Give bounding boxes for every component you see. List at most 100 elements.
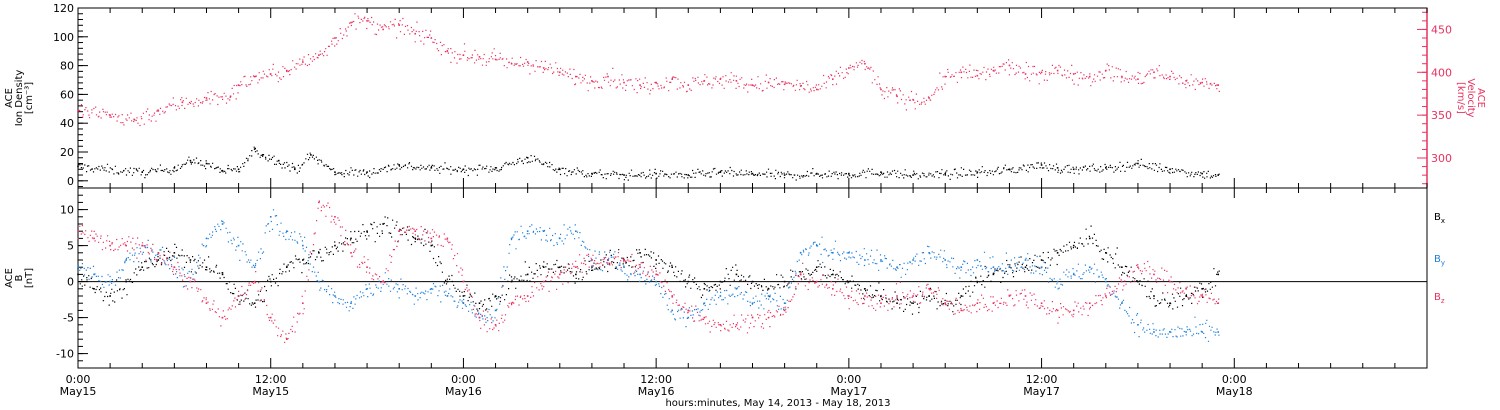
data-point xyxy=(205,266,208,268)
data-point xyxy=(382,280,384,283)
data-point xyxy=(542,67,545,69)
data-point xyxy=(783,174,786,176)
y2-axis-title-line: Velocity xyxy=(1465,78,1476,117)
data-point xyxy=(558,71,561,74)
series-bz xyxy=(77,200,1220,343)
data-point xyxy=(462,168,465,171)
data-point xyxy=(655,81,657,84)
data-point xyxy=(1217,84,1220,86)
data-point xyxy=(751,302,754,304)
data-point xyxy=(205,302,208,304)
data-point xyxy=(510,237,513,240)
data-point xyxy=(896,295,898,297)
data-point xyxy=(1217,331,1220,333)
data-point xyxy=(302,259,304,261)
data-point xyxy=(93,237,95,240)
data-point xyxy=(639,252,641,254)
data-point xyxy=(398,24,400,26)
data-point xyxy=(960,295,963,297)
y-axis-title: ACEB[nT] xyxy=(4,268,35,288)
data-point xyxy=(639,266,641,268)
data-point xyxy=(494,324,497,326)
data-cloud xyxy=(78,146,1220,181)
data-point xyxy=(767,316,770,319)
data-point xyxy=(141,244,144,247)
y-tick-label: 100 xyxy=(53,31,74,44)
y-axis-title-line: [nT] xyxy=(24,268,35,288)
y-tick-label: 60 xyxy=(60,88,74,101)
data-point xyxy=(125,259,127,261)
data-point xyxy=(815,244,818,247)
data-point xyxy=(1008,64,1011,67)
y-tick-label: 80 xyxy=(60,60,74,73)
data-point xyxy=(269,216,272,218)
data-point xyxy=(639,273,641,276)
data-point xyxy=(864,295,866,297)
data-point xyxy=(430,288,433,290)
data-point xyxy=(1137,280,1139,283)
data-point xyxy=(1185,331,1187,333)
data-point xyxy=(494,309,497,312)
data-point xyxy=(960,266,963,268)
data-point xyxy=(398,288,400,290)
legend-entry-base: B xyxy=(1434,212,1441,223)
data-point xyxy=(880,88,882,91)
data-point xyxy=(831,252,834,254)
data-point xyxy=(446,50,449,52)
data-point xyxy=(77,230,79,232)
data-point xyxy=(1072,168,1075,171)
data-point xyxy=(944,172,947,175)
data-point xyxy=(655,280,657,283)
data-point xyxy=(719,171,722,173)
data-point xyxy=(976,259,979,261)
data-point xyxy=(1201,331,1203,333)
data-point xyxy=(896,302,898,304)
data-point xyxy=(141,266,144,268)
data-point xyxy=(302,61,304,63)
legend-entry: By xyxy=(1434,254,1445,267)
y2-axis-title-line: [km/s] xyxy=(1455,82,1466,114)
data-point xyxy=(848,172,850,175)
data-point xyxy=(253,75,256,78)
data-point xyxy=(558,168,561,171)
data-point xyxy=(1137,78,1139,80)
data-point xyxy=(542,230,545,232)
data-point xyxy=(719,280,722,283)
data-point xyxy=(253,302,256,304)
plot-frame xyxy=(77,7,1428,189)
data-point xyxy=(719,324,722,326)
data-point xyxy=(494,58,497,61)
data-point xyxy=(366,288,368,290)
data-point xyxy=(575,230,577,232)
series-velocity xyxy=(77,13,1220,127)
data-point xyxy=(237,84,240,86)
data-point xyxy=(350,21,352,24)
data-point xyxy=(221,273,224,276)
data-point xyxy=(944,75,947,78)
x-tick-time-label: 0:00 xyxy=(1222,373,1247,386)
data-point xyxy=(1024,295,1027,297)
data-point xyxy=(430,37,433,39)
x-tick-date-label: May17 xyxy=(830,385,867,398)
data-point xyxy=(591,259,593,261)
data-point xyxy=(880,259,882,261)
y-tick-label: 20 xyxy=(60,146,74,159)
data-point xyxy=(510,302,513,304)
legend-entry: Bz xyxy=(1434,292,1445,305)
y-axis-title-line: ACE xyxy=(4,268,15,288)
data-point xyxy=(1185,288,1187,290)
data-point xyxy=(687,174,690,176)
x-tick-date-label: May16 xyxy=(445,385,482,398)
data-point xyxy=(462,280,465,283)
data-point xyxy=(735,324,738,326)
data-point xyxy=(1121,280,1123,283)
data-point xyxy=(173,252,176,254)
x-axis-title: hours:minutes, May 14, 2013 - May 18, 20… xyxy=(665,398,890,409)
series-by xyxy=(77,209,1220,342)
data-point xyxy=(1169,75,1171,78)
data-point xyxy=(815,88,818,91)
x-tick-date-label: May16 xyxy=(638,385,675,398)
data-point xyxy=(1008,295,1011,297)
data-point xyxy=(1137,162,1139,165)
